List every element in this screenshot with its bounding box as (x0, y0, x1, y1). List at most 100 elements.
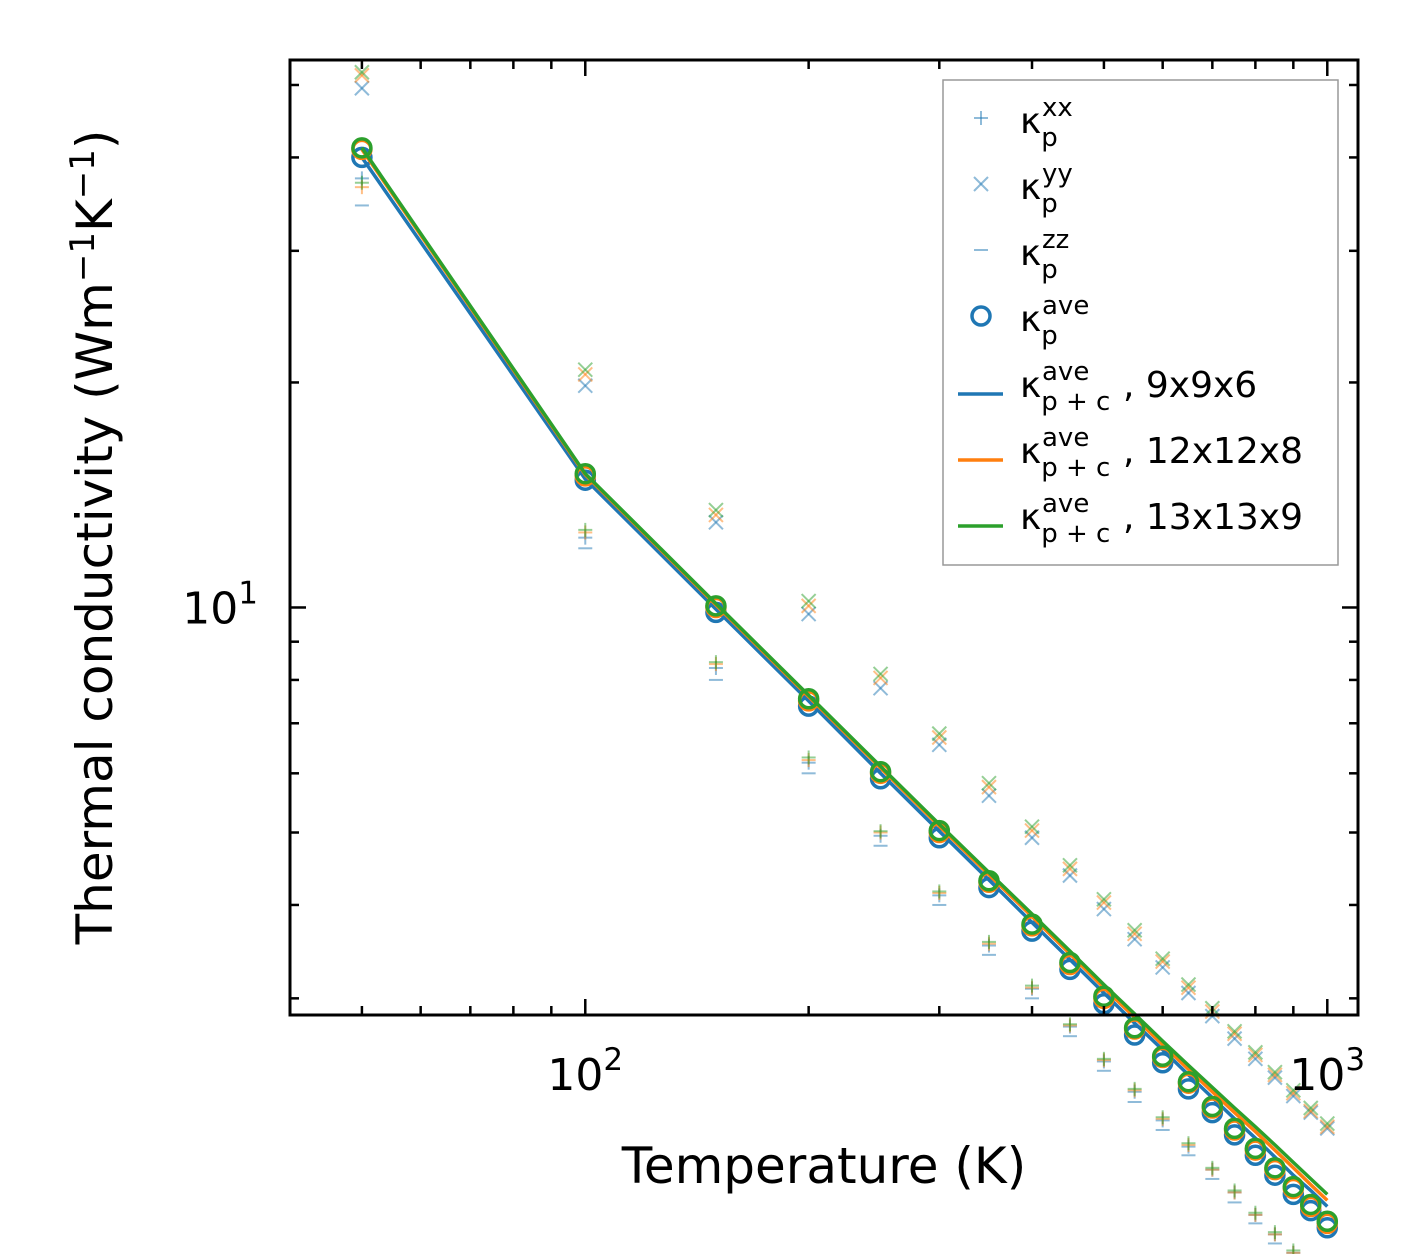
y-tick-label: 101 (182, 575, 258, 634)
series-2 (354, 204, 1282, 1245)
data-point (801, 750, 816, 765)
data-point (1062, 1017, 1077, 1032)
data-point (1093, 985, 1115, 1007)
data-point (1226, 1026, 1243, 1042)
data-point (1151, 1045, 1174, 1067)
data-point (981, 934, 996, 949)
data-point (1267, 1225, 1282, 1240)
series-9 (354, 175, 1301, 1254)
data-point (1123, 1017, 1146, 1039)
data-point (1248, 1205, 1263, 1220)
legend-entry: κp + cave, 9x9x6 (958, 357, 1257, 417)
data-point (1201, 1095, 1224, 1118)
data-point (872, 666, 889, 682)
legend-entry: κp + cave, 13x13x9 (958, 489, 1303, 549)
data-point (1127, 1081, 1142, 1096)
data-point (797, 687, 820, 710)
legend-label: κpzz (1020, 225, 1069, 285)
data-point (1226, 1030, 1243, 1047)
data-point (1247, 1051, 1264, 1067)
series-4 (360, 156, 1329, 1208)
series-1 (354, 80, 1335, 1137)
data-point (708, 502, 724, 518)
data-point (577, 362, 593, 378)
data-point (1154, 950, 1171, 967)
series-10 (354, 64, 1335, 1132)
data-point (1205, 1160, 1220, 1175)
data-point (1126, 926, 1143, 942)
data-point (1267, 1067, 1283, 1083)
data-point (1096, 1051, 1111, 1066)
x-tick-label: 103 (1289, 1042, 1365, 1101)
data-point (932, 884, 947, 899)
data-point (1154, 953, 1171, 970)
legend-entry: κp + cave, 12x12x8 (958, 423, 1303, 483)
data-point (1062, 857, 1078, 873)
data-point (1062, 861, 1078, 877)
data-point (1300, 1193, 1322, 1216)
data-point (354, 64, 370, 80)
data-point (1285, 1088, 1302, 1104)
data-point (1123, 1024, 1146, 1046)
data-point (1096, 894, 1112, 911)
legend-label: κpave (1020, 291, 1089, 351)
data-point (1155, 1110, 1170, 1125)
data-point (1227, 1183, 1242, 1198)
data-point (1264, 1157, 1286, 1179)
data-point (1181, 1136, 1196, 1151)
data-point (1319, 1120, 1335, 1137)
data-point (1024, 830, 1040, 846)
series-12 (360, 146, 1329, 1196)
axis-ticks (288, 60, 1358, 1015)
data-point (1285, 1082, 1302, 1099)
data-point (351, 137, 373, 159)
legend-entry: κpyy (973, 159, 1073, 219)
tick-labels: 102 103 101 (182, 575, 1365, 1101)
data-point (869, 760, 892, 783)
data-point (705, 595, 727, 617)
data-point (800, 593, 817, 609)
legend-label: κpxx (1020, 93, 1073, 153)
x-axis-label: Temperature (K) (621, 1137, 1026, 1195)
data-point (931, 729, 948, 746)
axes-frame (288, 58, 1360, 1017)
data-point (1247, 1044, 1264, 1061)
data-point (578, 522, 593, 537)
legend-box (942, 79, 1339, 566)
data-point (800, 598, 817, 614)
data-point (1126, 922, 1143, 938)
data-point (1319, 1119, 1335, 1135)
data-point (1282, 1183, 1305, 1206)
data-point (1282, 1175, 1305, 1198)
legend-label: κp + cave, 12x12x8 (1020, 423, 1303, 483)
series-line (360, 156, 1329, 1208)
data-point (1180, 976, 1197, 993)
data-point (574, 462, 597, 485)
data-point (1286, 1243, 1301, 1254)
legend-entry: κpxx (974, 93, 1073, 153)
data-point (1223, 1117, 1246, 1140)
data-point (1025, 978, 1040, 993)
data-point (1180, 979, 1197, 996)
legend-label: κpyy (1020, 159, 1073, 219)
data-point (872, 670, 889, 686)
data-point (354, 67, 370, 84)
data-point (708, 655, 723, 670)
data-point (1177, 1071, 1200, 1093)
data-point (1244, 1137, 1267, 1160)
data-point (354, 175, 369, 190)
data-point (981, 775, 997, 791)
data-point (577, 378, 593, 394)
data-point (1303, 1104, 1319, 1121)
data-point (1024, 819, 1040, 835)
data-point (1247, 1047, 1264, 1063)
data-point (1267, 1069, 1283, 1086)
data-point (1303, 1103, 1319, 1119)
data-point (1303, 1100, 1319, 1116)
legend-entry: κpave (970, 291, 1089, 351)
legend-marker (974, 111, 988, 125)
data-point (354, 80, 370, 96)
data-point (1024, 822, 1040, 839)
